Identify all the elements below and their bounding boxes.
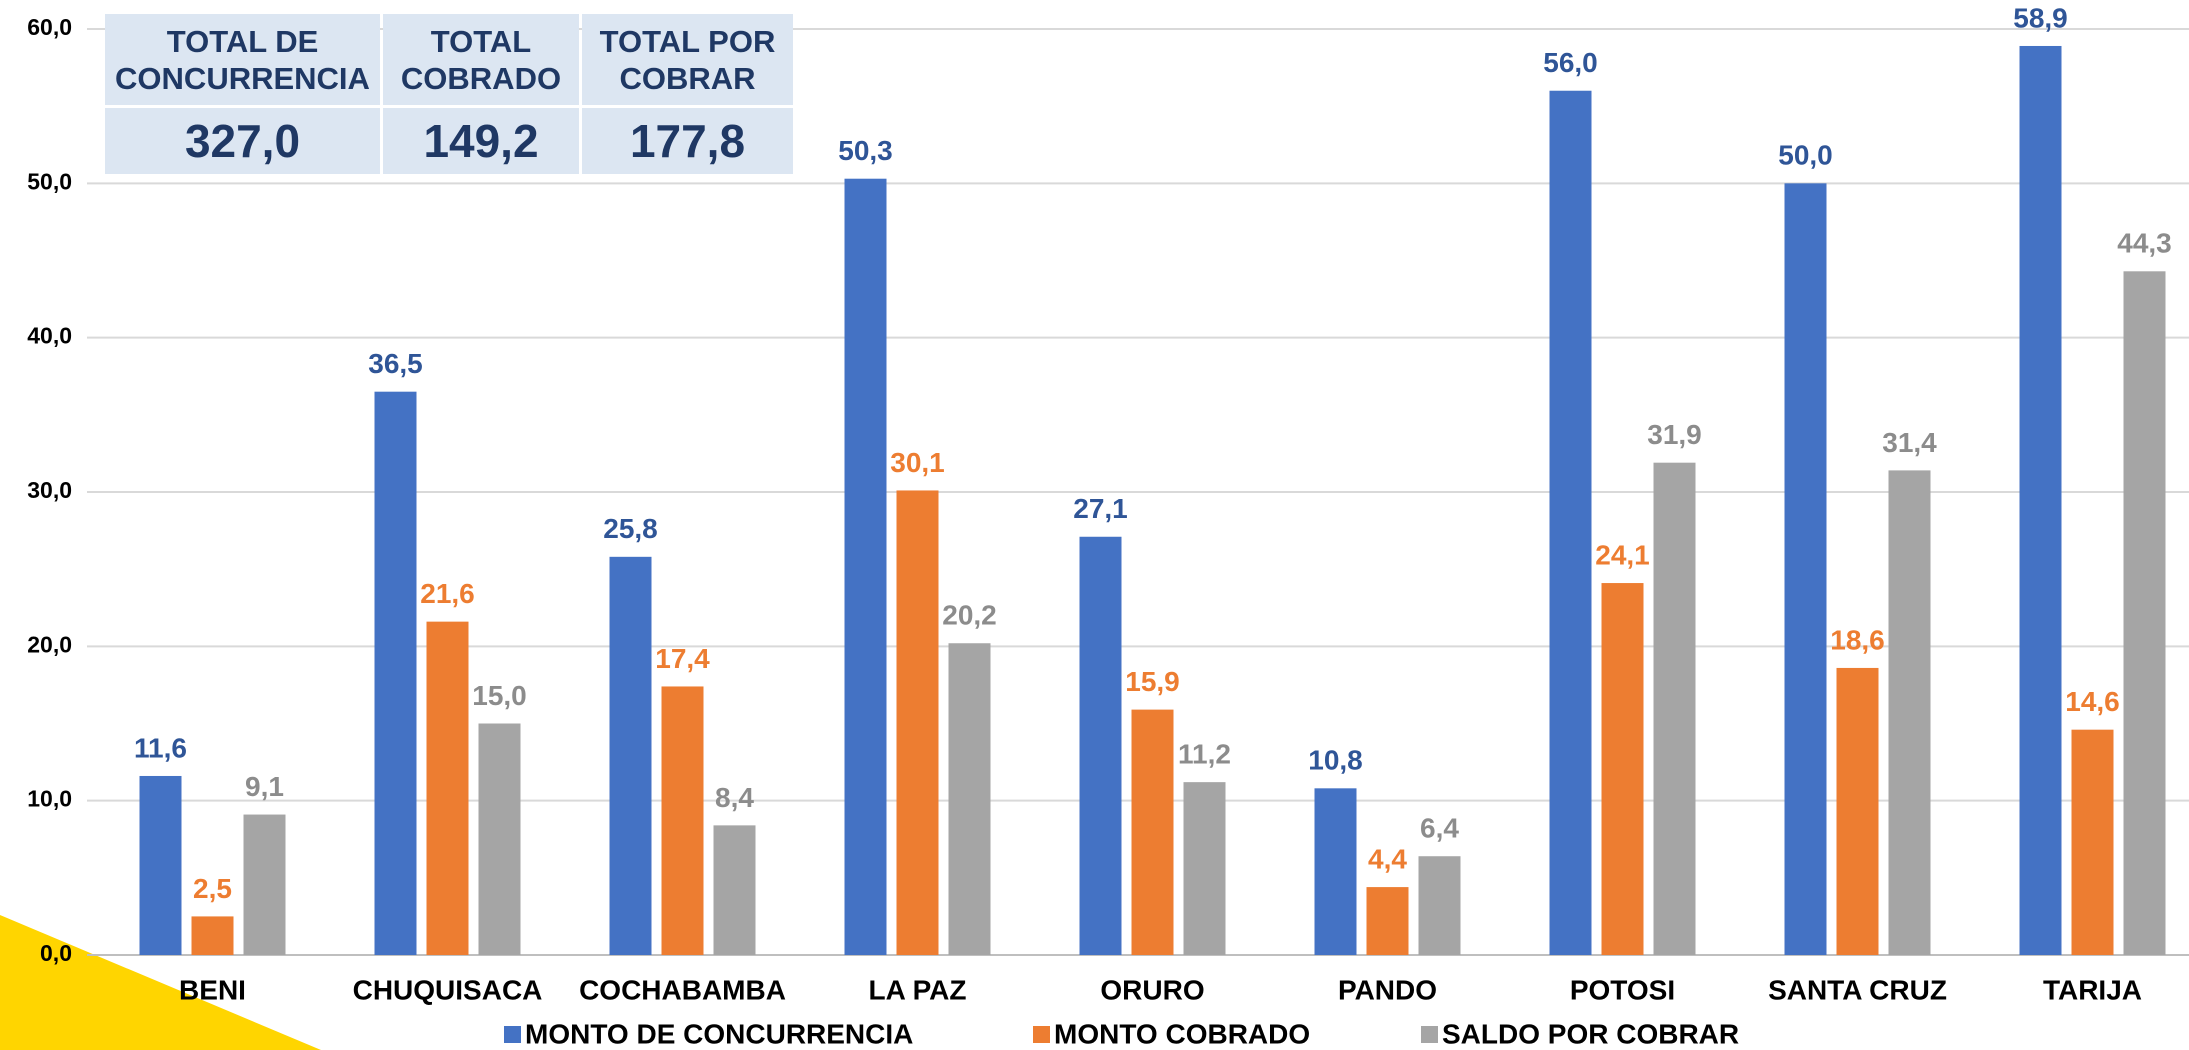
bar: [2019, 45, 2062, 955]
bar: [1131, 709, 1174, 955]
data-label: 17,4: [655, 643, 710, 674]
data-label: 27,1: [1073, 493, 1128, 524]
y-tick-label: 50,0: [27, 168, 72, 194]
bar: [2071, 729, 2114, 955]
bar: [1784, 183, 1827, 956]
decoration: [0, 915, 321, 1050]
legend-label: MONTO DE CONCURRENCIA: [525, 1018, 913, 1049]
data-label: 30,1: [890, 447, 945, 478]
data-label: 9,1: [245, 771, 284, 802]
data-label: 6,4: [1420, 813, 1459, 844]
y-tick-label: 0,0: [40, 940, 72, 966]
bar: [1418, 856, 1461, 955]
data-label: 21,6: [420, 578, 475, 609]
bar: [609, 556, 652, 955]
bar: [1549, 90, 1592, 955]
data-label: 31,4: [1882, 427, 1937, 458]
bar: [191, 916, 234, 955]
x-tick-label: ORURO: [1100, 974, 1204, 1005]
data-label: 56,0: [1543, 47, 1598, 78]
bar: [1183, 782, 1226, 955]
summary-header: TOTAL COBRADO: [383, 14, 579, 105]
data-label: 36,5: [368, 348, 423, 379]
data-label: 20,2: [942, 600, 997, 631]
data-label: 31,9: [1647, 419, 1702, 450]
data-label: 15,9: [1125, 666, 1180, 697]
data-label: 44,3: [2117, 228, 2172, 259]
x-tick-label: PANDO: [1338, 974, 1437, 1005]
x-tick-label: BENI: [179, 974, 246, 1005]
bar: [1366, 887, 1409, 955]
bar: [1601, 583, 1644, 955]
data-label: 11,2: [1178, 739, 1231, 770]
bar: [661, 686, 704, 955]
data-label: 25,8: [603, 513, 658, 544]
y-tick-label: 20,0: [27, 631, 72, 657]
data-label: 50,0: [1778, 140, 1833, 171]
x-tick-label: POTOSI: [1570, 974, 1675, 1005]
bar: [374, 391, 417, 955]
legend-marker: [504, 1026, 521, 1043]
x-tick-label: LA PAZ: [869, 974, 967, 1005]
y-tick-label: 30,0: [27, 477, 72, 503]
bar: [1888, 470, 1931, 955]
y-tick-label: 60,0: [27, 14, 72, 40]
bar: [243, 814, 286, 955]
data-label: 4,4: [1368, 843, 1407, 874]
summary-header: TOTAL POR COBRAR: [582, 14, 793, 105]
data-label: 24,1: [1595, 539, 1650, 570]
x-tick-label: TARIJA: [2043, 974, 2142, 1005]
data-label: 58,9: [2013, 2, 2068, 33]
data-label: 18,6: [1830, 624, 1885, 655]
bar: [2123, 271, 2166, 955]
bar: [478, 723, 521, 955]
bar: [713, 825, 756, 955]
y-tick-label: 40,0: [27, 323, 72, 349]
summary-header: TOTAL DE CONCURRENCIA: [105, 14, 380, 105]
bar: [896, 490, 939, 955]
bar: [1836, 667, 1879, 955]
bar: [948, 643, 991, 955]
summary-table: TOTAL DE CONCURRENCIA TOTAL COBRADO TOTA…: [102, 11, 796, 177]
bar: [1314, 788, 1357, 955]
data-label: 8,4: [715, 782, 754, 813]
data-label: 15,0: [472, 680, 527, 711]
bar: [1653, 462, 1696, 955]
bar: [139, 775, 182, 955]
data-label: 11,6: [134, 732, 187, 763]
bar: [1079, 536, 1122, 955]
data-label: 14,6: [2065, 686, 2120, 717]
data-label: 2,5: [193, 873, 232, 904]
summary-value: 177,8: [582, 108, 793, 174]
summary-value: 149,2: [383, 108, 579, 174]
x-tick-label: COCHABAMBA: [579, 974, 786, 1005]
summary-value: 327,0: [105, 108, 380, 174]
data-label: 50,3: [838, 135, 893, 166]
legend-marker: [1421, 1026, 1438, 1043]
legend-label: MONTO COBRADO: [1054, 1018, 1310, 1049]
y-tick-label: 10,0: [27, 786, 72, 812]
bar: [426, 621, 469, 955]
x-tick-label: CHUQUISACA: [353, 974, 543, 1005]
legend-marker: [1033, 1026, 1050, 1043]
bar: [844, 178, 887, 955]
legend-label: SALDO POR COBRAR: [1442, 1018, 1739, 1049]
x-tick-label: SANTA CRUZ: [1768, 974, 1947, 1005]
data-label: 10,8: [1308, 745, 1363, 776]
